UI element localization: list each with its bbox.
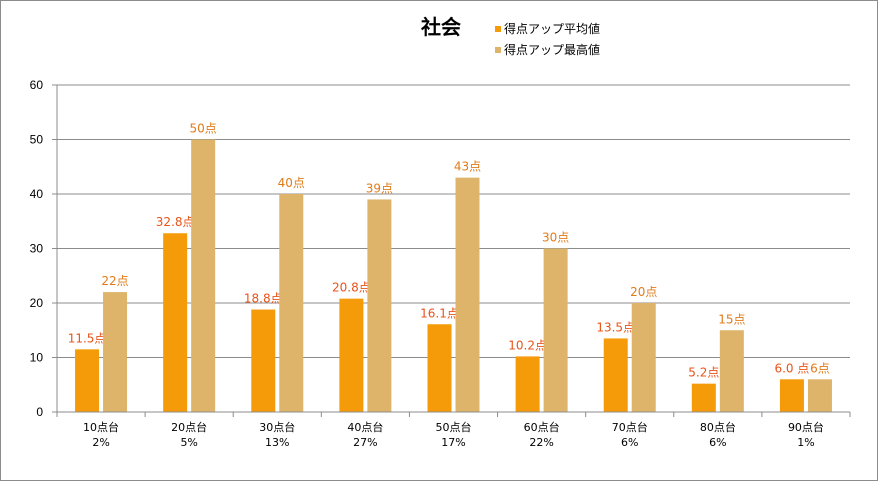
bar-max-9	[807, 379, 832, 412]
bars: 11.5点 22点 32.8点 50点 18.8点 40点 20.8点 39点 16.1点 43点…	[68, 122, 832, 412]
y-tick-label: 20	[30, 296, 44, 310]
x-category-label: 10点台	[83, 420, 119, 434]
bar-average-2	[163, 233, 188, 412]
data-label-max-1: 22点	[101, 274, 128, 288]
data-label-max-7: 20点	[630, 285, 657, 299]
x-category-label: 22%	[529, 436, 553, 449]
bar-max-1	[103, 292, 128, 412]
bar-max-5	[455, 177, 480, 412]
y-tick-label: 30	[30, 242, 44, 256]
x-category-label: 60点台	[524, 420, 560, 434]
x-category-label: 27%	[353, 436, 377, 449]
bar-max-4	[367, 199, 392, 412]
bar-average-9	[779, 379, 804, 412]
x-category-label: 6%	[709, 436, 726, 449]
legend-swatch-2	[495, 47, 501, 53]
x-category-label: 17%	[441, 436, 465, 449]
y-tick-label: 0	[36, 405, 43, 419]
data-label-average-4: 20.8点	[332, 281, 371, 295]
bar-max-6	[543, 248, 568, 412]
y-tick-label: 50	[30, 133, 44, 147]
data-label-max-8: 15点	[718, 312, 745, 326]
bar-average-5	[427, 324, 452, 412]
x-category-label: 30点台	[259, 420, 295, 434]
x-category-label: 5%	[180, 436, 197, 449]
bar-max-3	[279, 194, 304, 412]
chart-title: 社会	[420, 15, 461, 39]
data-label-average-1: 11.5点	[68, 331, 107, 345]
legend-label-2: 得点アップ最高値	[504, 42, 600, 57]
bar-average-7	[603, 338, 628, 412]
data-label-max-2: 50点	[190, 122, 217, 136]
data-label-max-9: 6点	[810, 361, 830, 375]
y-tick-label: 60	[30, 78, 44, 92]
data-label-average-9: 6.0 点	[774, 361, 809, 375]
bar-max-8	[719, 330, 744, 412]
x-category-label: 6%	[621, 436, 638, 449]
x-category-label: 13%	[265, 436, 289, 449]
data-label-max-4: 39点	[366, 181, 393, 195]
x-axis: 10点台 2% 20点台 5% 30点台 13% 40点台 27% 50点台 17% 60点台 22%…	[56, 411, 851, 449]
data-label-average-5: 16.1点	[420, 306, 459, 320]
bar-average-4	[339, 298, 364, 412]
legend-swatch-1	[495, 26, 501, 32]
x-category-label: 40点台	[347, 420, 383, 434]
bar-average-1	[75, 349, 100, 412]
x-category-label: 50点台	[436, 420, 472, 434]
data-label-max-5: 43点	[454, 160, 481, 174]
y-tick-label: 40	[30, 187, 44, 201]
data-label-average-8: 5.2点	[688, 366, 719, 380]
data-label-max-6: 30点	[542, 231, 569, 245]
x-category-label: 70点台	[612, 420, 648, 434]
data-label-average-7: 13.5点	[596, 320, 635, 334]
data-label-average-3: 18.8点	[244, 292, 283, 306]
y-axis: 0 10 20 30 40 50 60	[30, 78, 58, 419]
x-category-label: 80点台	[700, 420, 736, 434]
bar-average-3	[251, 309, 276, 412]
data-label-average-2: 32.8点	[156, 215, 195, 229]
x-category-label: 1%	[797, 436, 814, 449]
legend-label-1: 得点アップ平均値	[504, 21, 600, 36]
gridlines	[57, 84, 850, 358]
x-category-label: 2%	[92, 436, 109, 449]
bar-average-6	[515, 356, 540, 412]
x-category-label: 90点台	[788, 420, 824, 434]
data-label-max-3: 40点	[278, 176, 305, 190]
bar-max-7	[631, 303, 656, 412]
y-tick-label: 10	[30, 351, 44, 365]
bar-average-8	[691, 383, 716, 412]
x-category-label: 20点台	[171, 420, 207, 434]
data-label-average-6: 10.2点	[508, 338, 547, 352]
bar-max-2	[191, 139, 216, 412]
